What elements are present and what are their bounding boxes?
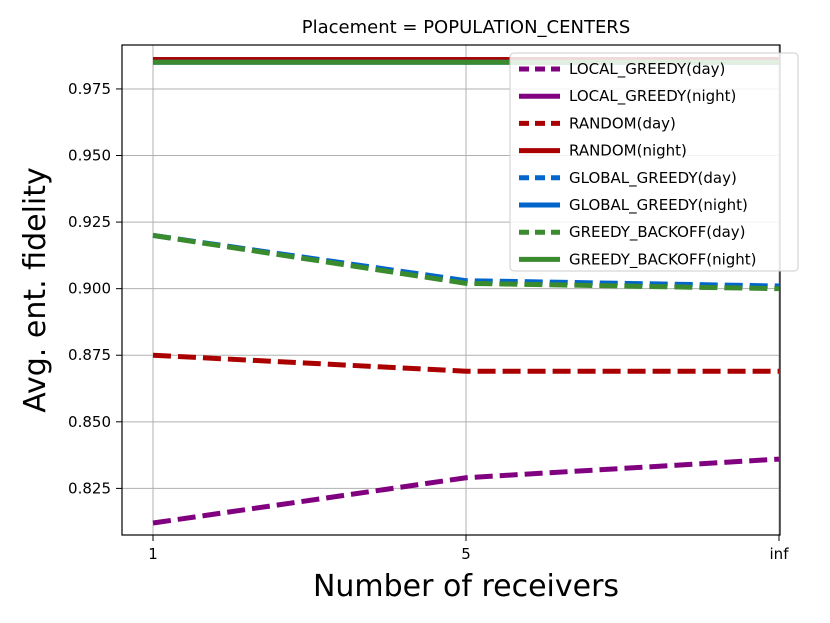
legend-label: GREEDY_BACKOFF(night) <box>569 250 757 269</box>
x-axis-ticks: 1 5 inf <box>148 535 789 563</box>
x-axis-title: Number of receivers <box>313 569 619 604</box>
x-tick-label: 1 <box>148 545 158 563</box>
legend-label: GLOBAL_GREEDY(day) <box>569 169 737 188</box>
y-tick-label: 0.875 <box>68 346 111 364</box>
x-tick-label: inf <box>770 545 790 563</box>
chart-title: Placement = POPULATION_CENTERS <box>302 17 631 38</box>
series-line-local-greedy-day <box>152 456 780 526</box>
y-axis-title: Avg. ent. fidelity <box>18 167 53 413</box>
y-tick-label: 0.925 <box>68 213 111 231</box>
x-tick-label: 5 <box>461 545 471 563</box>
series-line-greedy-backoff-day <box>152 232 780 292</box>
y-tick-label: 0.825 <box>68 479 111 497</box>
plot-frame <box>121 44 781 536</box>
legend-label: GLOBAL_GREEDY(night) <box>569 196 748 215</box>
y-axis-ticks: 0.825 0.850 0.875 0.900 0.925 0.950 0.975 <box>68 80 122 497</box>
series-line-random-day <box>152 352 779 374</box>
legend-box <box>509 52 799 272</box>
y-tick-label: 0.900 <box>68 280 111 298</box>
y-tick-label: 0.950 <box>68 147 111 165</box>
legend: LOCAL_GREEDY(day) LOCAL_GREEDY(night) RAND… <box>509 52 799 272</box>
legend-label: LOCAL_GREEDY(day) <box>569 60 725 79</box>
legend-label: RANDOM(night) <box>569 142 687 160</box>
legend-label: RANDOM(day) <box>569 114 676 132</box>
y-tick-label: 0.850 <box>68 413 111 431</box>
legend-label: GREEDY_BACKOFF(day) <box>569 223 746 242</box>
legend-label: LOCAL_GREEDY(night) <box>569 87 736 106</box>
y-tick-label: 0.975 <box>68 80 111 98</box>
